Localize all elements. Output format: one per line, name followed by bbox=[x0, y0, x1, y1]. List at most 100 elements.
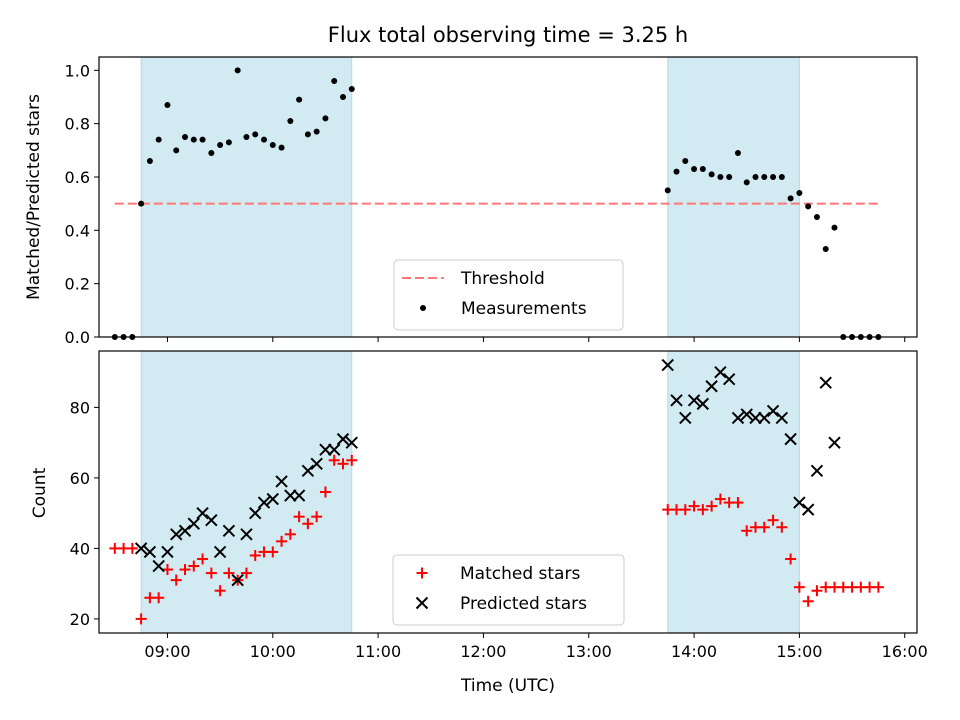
measurement-point bbox=[787, 195, 794, 202]
measurement-point bbox=[278, 144, 285, 151]
plot-frame-ratio bbox=[98, 56, 918, 338]
measurement-point bbox=[208, 150, 215, 156]
predicted-star-point bbox=[284, 489, 297, 502]
measurement-point bbox=[673, 168, 680, 175]
measurement-point bbox=[155, 136, 162, 143]
predicted-star-point bbox=[722, 372, 736, 386]
measurement-point bbox=[331, 78, 338, 84]
legend-ratio: Threshold Measurements bbox=[393, 259, 624, 331]
predicted-star-point bbox=[301, 464, 315, 478]
predicted-star-point bbox=[170, 528, 183, 541]
measurement-point bbox=[664, 187, 671, 194]
x-stroke-2 bbox=[810, 464, 824, 478]
measurement-point bbox=[813, 214, 820, 220]
predicted-star-point bbox=[257, 496, 271, 509]
measurement-point bbox=[217, 142, 224, 148]
predicted-star-point bbox=[292, 489, 306, 502]
predicted-star-point bbox=[793, 496, 806, 509]
matched-star-point bbox=[205, 567, 217, 579]
matched-star-point bbox=[706, 500, 718, 512]
predicted-star-point bbox=[749, 411, 762, 425]
x-stroke-2 bbox=[714, 365, 727, 379]
matched-star-point bbox=[688, 500, 700, 512]
predicted-star-point bbox=[143, 545, 157, 559]
x-stroke-2 bbox=[336, 432, 350, 446]
y-tick-label-ratio: 0.8 bbox=[65, 115, 90, 134]
x-stroke-2 bbox=[266, 492, 279, 506]
observing-band-count-1 bbox=[140, 350, 353, 634]
y-tick-label-ratio: 1.0 bbox=[65, 61, 90, 80]
y-tick-label-count: 40 bbox=[70, 539, 90, 558]
x-stroke-2 bbox=[775, 411, 789, 425]
measurement-point bbox=[138, 200, 145, 207]
measurement-point bbox=[743, 179, 750, 186]
predicted-star-point bbox=[328, 443, 341, 456]
matched-star-point bbox=[802, 595, 814, 607]
x-stroke-2 bbox=[661, 358, 674, 372]
legend-label: Predicted stars bbox=[460, 594, 587, 614]
matched-star-point bbox=[126, 542, 138, 554]
observing-band-ratio-2 bbox=[667, 56, 800, 338]
y-tick-label-count: 60 bbox=[70, 469, 90, 488]
measurement-point bbox=[726, 174, 733, 180]
x-stroke-2 bbox=[213, 545, 227, 559]
predicted-star-point bbox=[801, 503, 815, 516]
matched-star-point bbox=[776, 521, 788, 533]
matched-star-point bbox=[679, 504, 691, 516]
matched-star-point bbox=[179, 564, 191, 576]
predicted-star-point bbox=[345, 436, 358, 449]
predicted-star-point bbox=[336, 432, 350, 446]
predicted-star-point bbox=[828, 436, 841, 449]
x-stroke-2 bbox=[161, 545, 174, 559]
matched-star-point bbox=[811, 585, 823, 597]
measurement-point bbox=[708, 171, 715, 178]
measurement-point bbox=[182, 134, 189, 140]
predicted-star-point bbox=[696, 397, 710, 411]
matched-star-point bbox=[214, 585, 226, 597]
x-stroke-2 bbox=[758, 411, 771, 425]
matched-star-point bbox=[697, 504, 709, 516]
measurement-point bbox=[717, 174, 724, 180]
x-stroke-2 bbox=[275, 475, 288, 488]
measurement-point bbox=[313, 128, 320, 135]
measurement-point bbox=[805, 203, 812, 210]
measurement-point bbox=[269, 142, 276, 148]
measurement-point bbox=[234, 67, 241, 74]
count-panel: Count 20 40 60 80 09:00 10:00 11:00 12:00 13:00 1… bbox=[30, 350, 928, 661]
y-tick-label-ratio: 0.0 bbox=[65, 328, 90, 347]
predicted-star-point bbox=[266, 492, 279, 506]
matched-star-point bbox=[223, 567, 235, 579]
x-tick-label: 14:00 bbox=[671, 642, 717, 661]
x-stroke-2 bbox=[705, 380, 718, 393]
x-tick-label: 15:00 bbox=[776, 642, 822, 661]
matched-star-point bbox=[276, 535, 288, 547]
matched-star-point bbox=[337, 458, 349, 470]
plot-frame-count bbox=[98, 350, 918, 634]
matched-star-point bbox=[714, 493, 726, 505]
measurement-point bbox=[699, 166, 706, 172]
predicted-star-point bbox=[670, 394, 683, 407]
x-stroke-2 bbox=[319, 443, 332, 456]
x-stroke-2 bbox=[143, 545, 157, 559]
x-stroke-2 bbox=[722, 372, 736, 386]
predicted-star-point bbox=[679, 411, 692, 425]
x-stroke-2 bbox=[187, 517, 200, 530]
predicted-star-point bbox=[249, 506, 262, 520]
predicted-star-point bbox=[187, 517, 200, 530]
measurement-point bbox=[691, 166, 698, 172]
y-tick-label-ratio: 0.2 bbox=[65, 275, 90, 294]
y-axis-label-ratio: Matched/Predicted stars bbox=[24, 94, 44, 300]
x-stroke-2 bbox=[679, 411, 692, 425]
x-stroke-2 bbox=[178, 524, 192, 537]
matched-star-point bbox=[767, 514, 779, 526]
x-tick-label: 16:00 bbox=[882, 642, 928, 661]
predicted-star-point bbox=[714, 365, 727, 379]
x-stroke-2 bbox=[257, 496, 271, 509]
x-stroke-2 bbox=[292, 489, 306, 502]
matched-star-point bbox=[188, 560, 200, 572]
measurement-point bbox=[304, 131, 311, 138]
predicted-star-point bbox=[134, 542, 148, 555]
predicted-star-point bbox=[178, 524, 192, 537]
y-tick-label-count: 20 bbox=[70, 610, 90, 629]
observing-band-ratio-1 bbox=[140, 56, 353, 338]
